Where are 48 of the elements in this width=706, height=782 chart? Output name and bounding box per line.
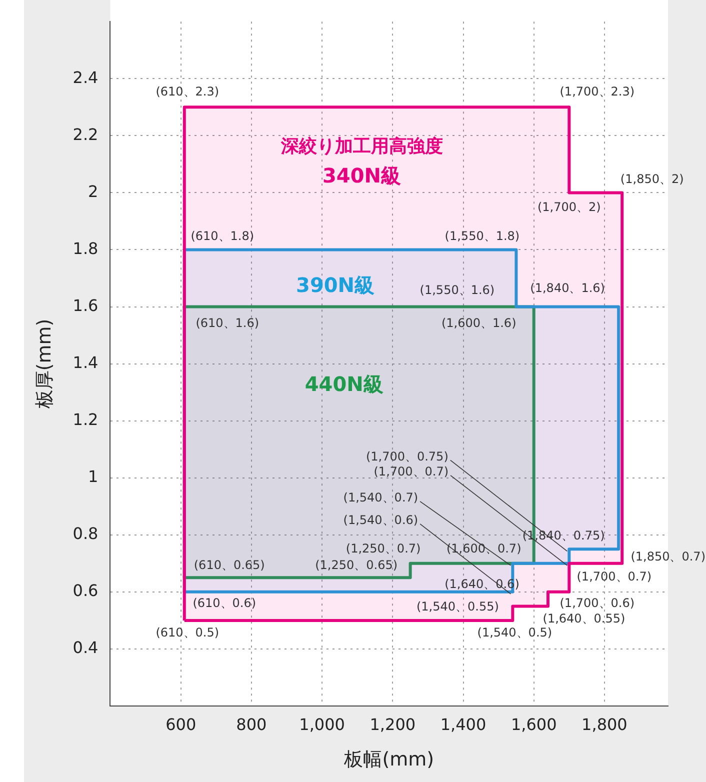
y-tick-label: 0.4	[72, 638, 98, 658]
y-tick-label: 2	[88, 182, 98, 201]
annotation: (1,850、0.7)	[630, 550, 706, 564]
annotation: (610、1.6)	[196, 316, 260, 330]
annotation: (1,600、1.6)	[441, 316, 516, 330]
annotation: (610、0.6)	[192, 596, 256, 610]
x-tick-label: 1,400	[440, 714, 486, 734]
y-tick-label: 1.4	[72, 352, 98, 372]
annotation: (1,540、0.5)	[477, 626, 552, 640]
annotation: (1,850、2)	[620, 172, 684, 186]
annotation: (1,550、1.8)	[444, 228, 520, 243]
annotation: (1,540、0.6)	[343, 513, 418, 528]
series-label: 440N級	[304, 372, 384, 396]
annotation: (1,700、0.7)	[576, 570, 652, 584]
x-tick-label: 600	[166, 714, 196, 734]
y-tick-label: 2.4	[72, 68, 98, 87]
y-tick-label: 1.8	[72, 238, 98, 258]
y-tick-label: 2.2	[72, 124, 98, 144]
y-tick-label: 1	[88, 467, 98, 486]
annotation: (1,700、2.3)	[560, 84, 635, 98]
annotation: (1,840、1.6)	[530, 280, 605, 295]
annotation: (610、0.65)	[194, 558, 265, 572]
y-tick-label: 1.6	[72, 296, 98, 315]
x-axis-title: 板幅(mm)	[343, 748, 434, 771]
annotation: (1,700、0.6)	[560, 596, 635, 610]
x-tick-label: 1,200	[370, 714, 416, 734]
y-tick-label: 1.2	[72, 410, 98, 429]
annotation: (1,540、0.7)	[343, 490, 418, 505]
annotation: (610、1.8)	[190, 228, 254, 243]
annotation: (1,700、0.7)	[374, 464, 449, 479]
x-tick-label: 1,800	[582, 714, 628, 734]
y-axis-title: 板厚(mm)	[33, 318, 56, 410]
annotation: (1,640、0.55)	[542, 611, 626, 626]
x-tick-label: 1,600	[510, 714, 557, 734]
annotation: (1,550、1.6)	[420, 282, 495, 297]
annotation: (1,700、0.75)	[366, 449, 448, 464]
series-label: 深絞り加工用高強度 340N級	[280, 136, 443, 188]
y-tick-label: 0.8	[72, 524, 98, 544]
annotation: (610、0.5)	[156, 626, 220, 640]
series-label: 390N級	[296, 272, 375, 297]
annotation: (1,250、0.7)	[346, 542, 421, 556]
x-tick-label: 800	[236, 714, 267, 734]
annotation: (610、2.3)	[156, 84, 220, 98]
annotation: (1,540、0.55)	[416, 599, 499, 614]
annotation: (1,700、2)	[537, 200, 601, 214]
x-tick-label: 1,000	[299, 714, 345, 734]
y-tick-label: 0.6	[72, 581, 98, 600]
annotation: (1,250、0.65)	[315, 558, 398, 572]
